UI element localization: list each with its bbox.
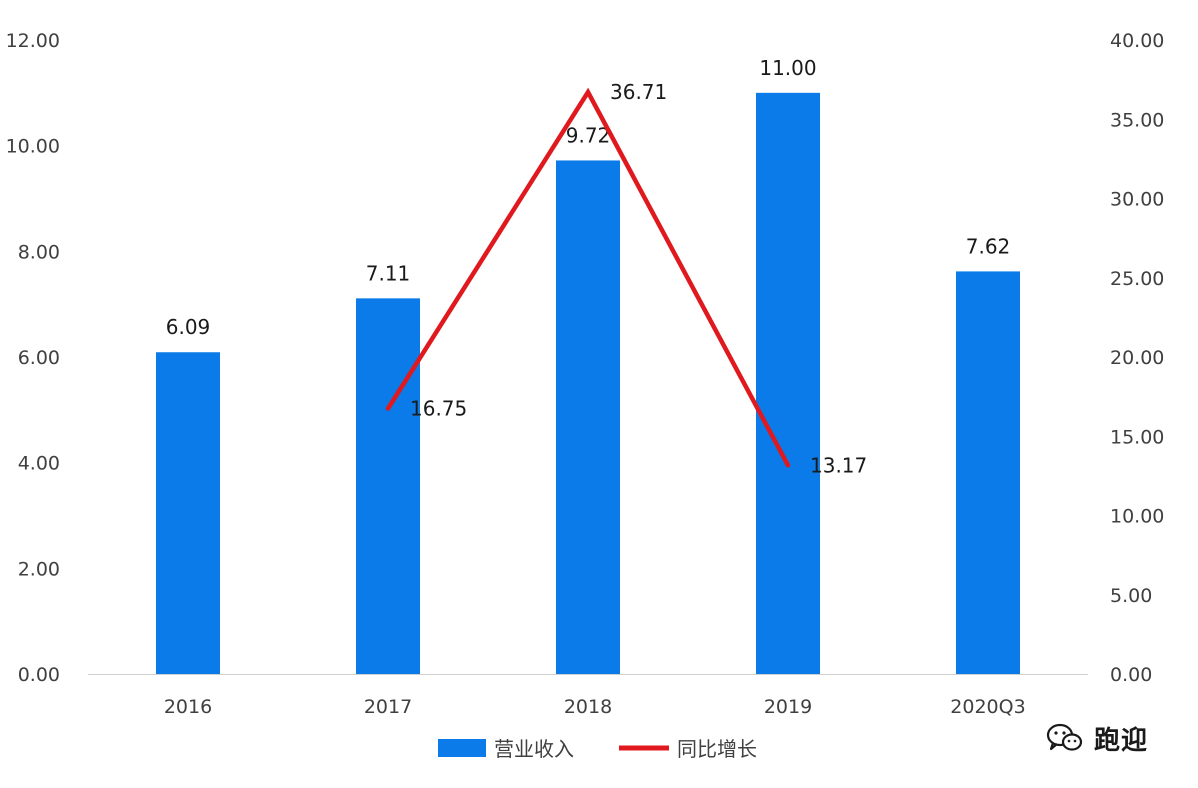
y-right-tick-label: 25.00 xyxy=(1110,268,1164,290)
growth-line xyxy=(385,87,791,468)
y-left-tick-label: 6.00 xyxy=(18,347,60,369)
bar-data-label: 6.09 xyxy=(166,315,211,339)
line-data-label: 16.75 xyxy=(410,397,467,421)
x-tick-label: 2017 xyxy=(364,696,412,718)
bar-series xyxy=(156,92,1020,675)
bar xyxy=(756,92,820,675)
x-tick-label: 2016 xyxy=(164,696,212,718)
y-right-tick-label: 20.00 xyxy=(1110,347,1164,369)
y-left-tick-label: 0.00 xyxy=(18,664,60,686)
y-left-tick-label: 2.00 xyxy=(18,558,60,580)
x-axis: 2016 2017 2018 2019 2020Q3 xyxy=(164,696,1026,718)
bar xyxy=(356,298,420,674)
watermark-text: 跑迎 xyxy=(1094,725,1149,756)
bar-data-labels: 6.09 7.11 9.72 11.00 7.62 xyxy=(166,56,1011,339)
bar-data-label: 7.62 xyxy=(966,234,1011,258)
legend-label: 同比增长 xyxy=(677,737,757,761)
bar xyxy=(956,271,1020,674)
bar-data-label: 11.00 xyxy=(759,56,816,80)
y-right-tick-label: 15.00 xyxy=(1110,426,1164,448)
bar xyxy=(556,160,620,674)
bar xyxy=(156,352,220,674)
y-right-tick-label: 30.00 xyxy=(1110,189,1164,211)
line-data-label: 36.71 xyxy=(610,80,667,104)
line-data-label: 13.17 xyxy=(810,453,867,477)
x-tick-label: 2019 xyxy=(764,696,812,718)
line-data-labels: 16.75 36.71 13.17 xyxy=(410,80,867,477)
legend-label: 营业收入 xyxy=(494,737,574,761)
bar-data-label: 7.11 xyxy=(366,261,411,285)
y-right-tick-label: 5.00 xyxy=(1110,585,1152,607)
y-left-tick-label: 10.00 xyxy=(6,136,60,158)
watermark: 跑迎 xyxy=(1046,718,1148,758)
legend: 营业收入 同比增长 xyxy=(438,737,757,761)
y-right-tick-label: 0.00 xyxy=(1110,664,1152,686)
bar-data-label: 9.72 xyxy=(566,123,611,147)
y-axis-left: 0.00 2.00 4.00 6.00 8.00 10.00 12.00 xyxy=(6,30,60,686)
y-left-tick-label: 12.00 xyxy=(6,30,60,52)
x-tick-label: 2020Q3 xyxy=(950,696,1025,718)
y-left-tick-label: 4.00 xyxy=(18,453,60,475)
y-axis-right: 0.00 5.00 10.00 15.00 20.00 25.00 30.00 35.00 40… xyxy=(1110,30,1164,686)
y-right-tick-label: 35.00 xyxy=(1110,109,1164,131)
legend-swatch-bar xyxy=(438,739,486,757)
x-tick-label: 2018 xyxy=(564,696,612,718)
y-right-tick-label: 10.00 xyxy=(1110,506,1164,528)
wechat-icon xyxy=(1046,723,1083,751)
y-left-tick-label: 8.00 xyxy=(18,241,60,263)
y-right-tick-label: 40.00 xyxy=(1110,30,1164,52)
